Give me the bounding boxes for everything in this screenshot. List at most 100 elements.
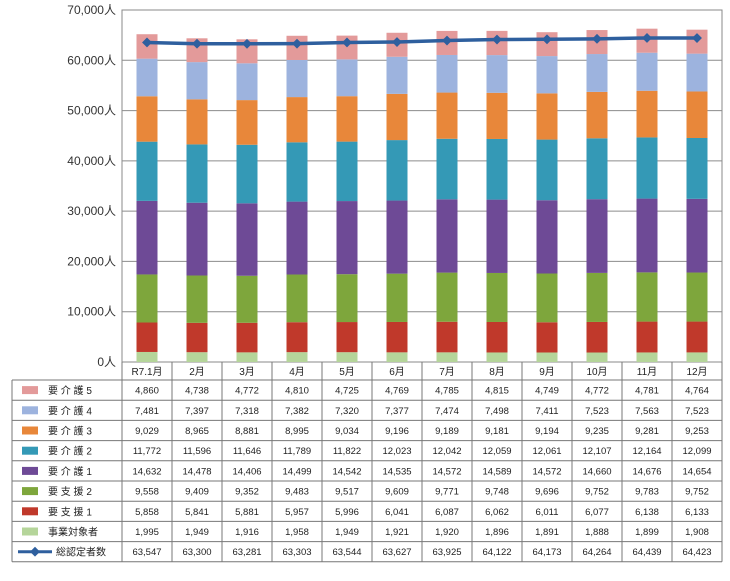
- bar-segment: [386, 321, 408, 353]
- bar-segment: [236, 203, 258, 276]
- bar-segment: [286, 201, 308, 275]
- data-label: 7,523: [585, 406, 609, 417]
- data-label: 12,061: [532, 446, 561, 457]
- data-label: 6,087: [435, 507, 459, 518]
- data-label: 4,725: [335, 386, 359, 397]
- data-label: 9,034: [335, 426, 359, 437]
- data-label: 7,377: [385, 406, 409, 417]
- data-label: 63,281: [232, 547, 261, 558]
- bar-segment: [336, 322, 358, 353]
- y-tick-label: 40,000人: [67, 154, 116, 168]
- data-label: 1,899: [635, 527, 659, 538]
- data-label: 11,822: [333, 446, 361, 457]
- data-label: 9,752: [685, 487, 709, 498]
- data-label: 9,696: [535, 487, 559, 498]
- bar-segment: [286, 352, 308, 362]
- bar-segment: [386, 140, 408, 201]
- bar-segment: [636, 321, 658, 353]
- data-label: 9,409: [185, 487, 209, 498]
- total-line-marker: [542, 34, 552, 45]
- data-label: 1,916: [235, 527, 259, 538]
- legend-key: [22, 446, 38, 455]
- bar-segment: [536, 352, 558, 362]
- data-label: 4,785: [435, 386, 459, 397]
- x-tick-label: 12月: [686, 366, 707, 378]
- bar-segment: [436, 138, 458, 200]
- bar-segment: [236, 100, 258, 145]
- data-label: 9,558: [135, 487, 159, 498]
- data-label: 1,921: [385, 527, 409, 538]
- bar-segment: [486, 321, 508, 353]
- data-label: 14,676: [632, 466, 661, 477]
- data-label: 12,164: [632, 446, 661, 457]
- data-label: 64,122: [482, 547, 511, 558]
- bar-segment: [286, 274, 308, 323]
- bar-segment: [236, 275, 258, 323]
- x-tick-label: 6月: [389, 366, 405, 378]
- data-label: 63,547: [132, 547, 161, 558]
- bar-segment: [286, 59, 308, 98]
- bar-segment: [186, 322, 208, 353]
- legend-label: 事業対象者: [48, 526, 98, 539]
- total-line: [146, 36, 698, 46]
- bar-segment: [136, 58, 158, 97]
- bar-segment: [336, 352, 358, 362]
- bar-segment: [186, 99, 208, 145]
- data-label: 9,194: [535, 426, 559, 437]
- bar-segment: [436, 92, 458, 139]
- bar-segment: [686, 137, 708, 199]
- data-label: 14,572: [532, 466, 561, 477]
- bar-segment: [286, 142, 308, 202]
- bar-segment: [536, 200, 558, 274]
- data-label: 5,996: [335, 507, 359, 518]
- data-label: 1,888: [585, 527, 609, 538]
- bar-segment: [586, 321, 608, 353]
- data-label: 14,632: [132, 466, 161, 477]
- bar-segment: [186, 275, 208, 323]
- bar-segment: [136, 322, 158, 352]
- data-label: 1,908: [685, 527, 709, 538]
- data-label: 14,535: [382, 466, 411, 477]
- x-tick-label: 7月: [439, 366, 455, 378]
- data-label: 64,439: [632, 547, 661, 558]
- y-tick-label: 60,000人: [67, 53, 116, 67]
- data-label: 7,397: [185, 406, 209, 417]
- data-label: 4,749: [535, 386, 559, 397]
- bar-segment: [186, 144, 208, 203]
- data-label: 14,406: [232, 466, 261, 477]
- bar-segment: [586, 54, 608, 92]
- bar-segment: [686, 352, 708, 362]
- data-label: 5,858: [135, 507, 159, 518]
- x-tick-label: 2月: [189, 366, 205, 378]
- data-label: 14,654: [682, 466, 711, 477]
- bar-segment: [486, 272, 508, 322]
- data-label: 14,660: [582, 466, 611, 477]
- legend-key: [22, 466, 38, 475]
- x-tick-label: 8月: [489, 366, 505, 378]
- data-label: 64,264: [582, 547, 611, 558]
- x-tick-label: 3月: [239, 366, 255, 378]
- data-label: 9,196: [385, 426, 409, 437]
- data-label: 12,099: [682, 446, 711, 457]
- x-tick-label: 10月: [586, 366, 607, 378]
- bar-segment: [286, 97, 308, 143]
- data-label: 64,173: [532, 547, 561, 558]
- data-label: 63,303: [282, 547, 311, 558]
- data-label: 5,881: [235, 507, 259, 518]
- data-label: 12,059: [482, 446, 511, 457]
- data-label: 1,891: [535, 527, 559, 538]
- bar-segment: [286, 322, 308, 353]
- data-label: 9,189: [435, 426, 459, 437]
- bar-segment: [636, 52, 658, 91]
- data-label: 11,646: [233, 446, 261, 457]
- data-label: 14,572: [432, 466, 461, 477]
- bar-segment: [686, 321, 708, 353]
- data-label: 9,235: [585, 426, 609, 437]
- data-label: 9,483: [285, 487, 309, 498]
- data-label: 14,499: [282, 466, 311, 477]
- data-label: 4,781: [635, 386, 659, 397]
- data-label: 4,764: [685, 386, 709, 397]
- bar-segment: [236, 63, 258, 101]
- total-line-marker: [192, 38, 202, 49]
- data-label: 7,320: [335, 406, 359, 417]
